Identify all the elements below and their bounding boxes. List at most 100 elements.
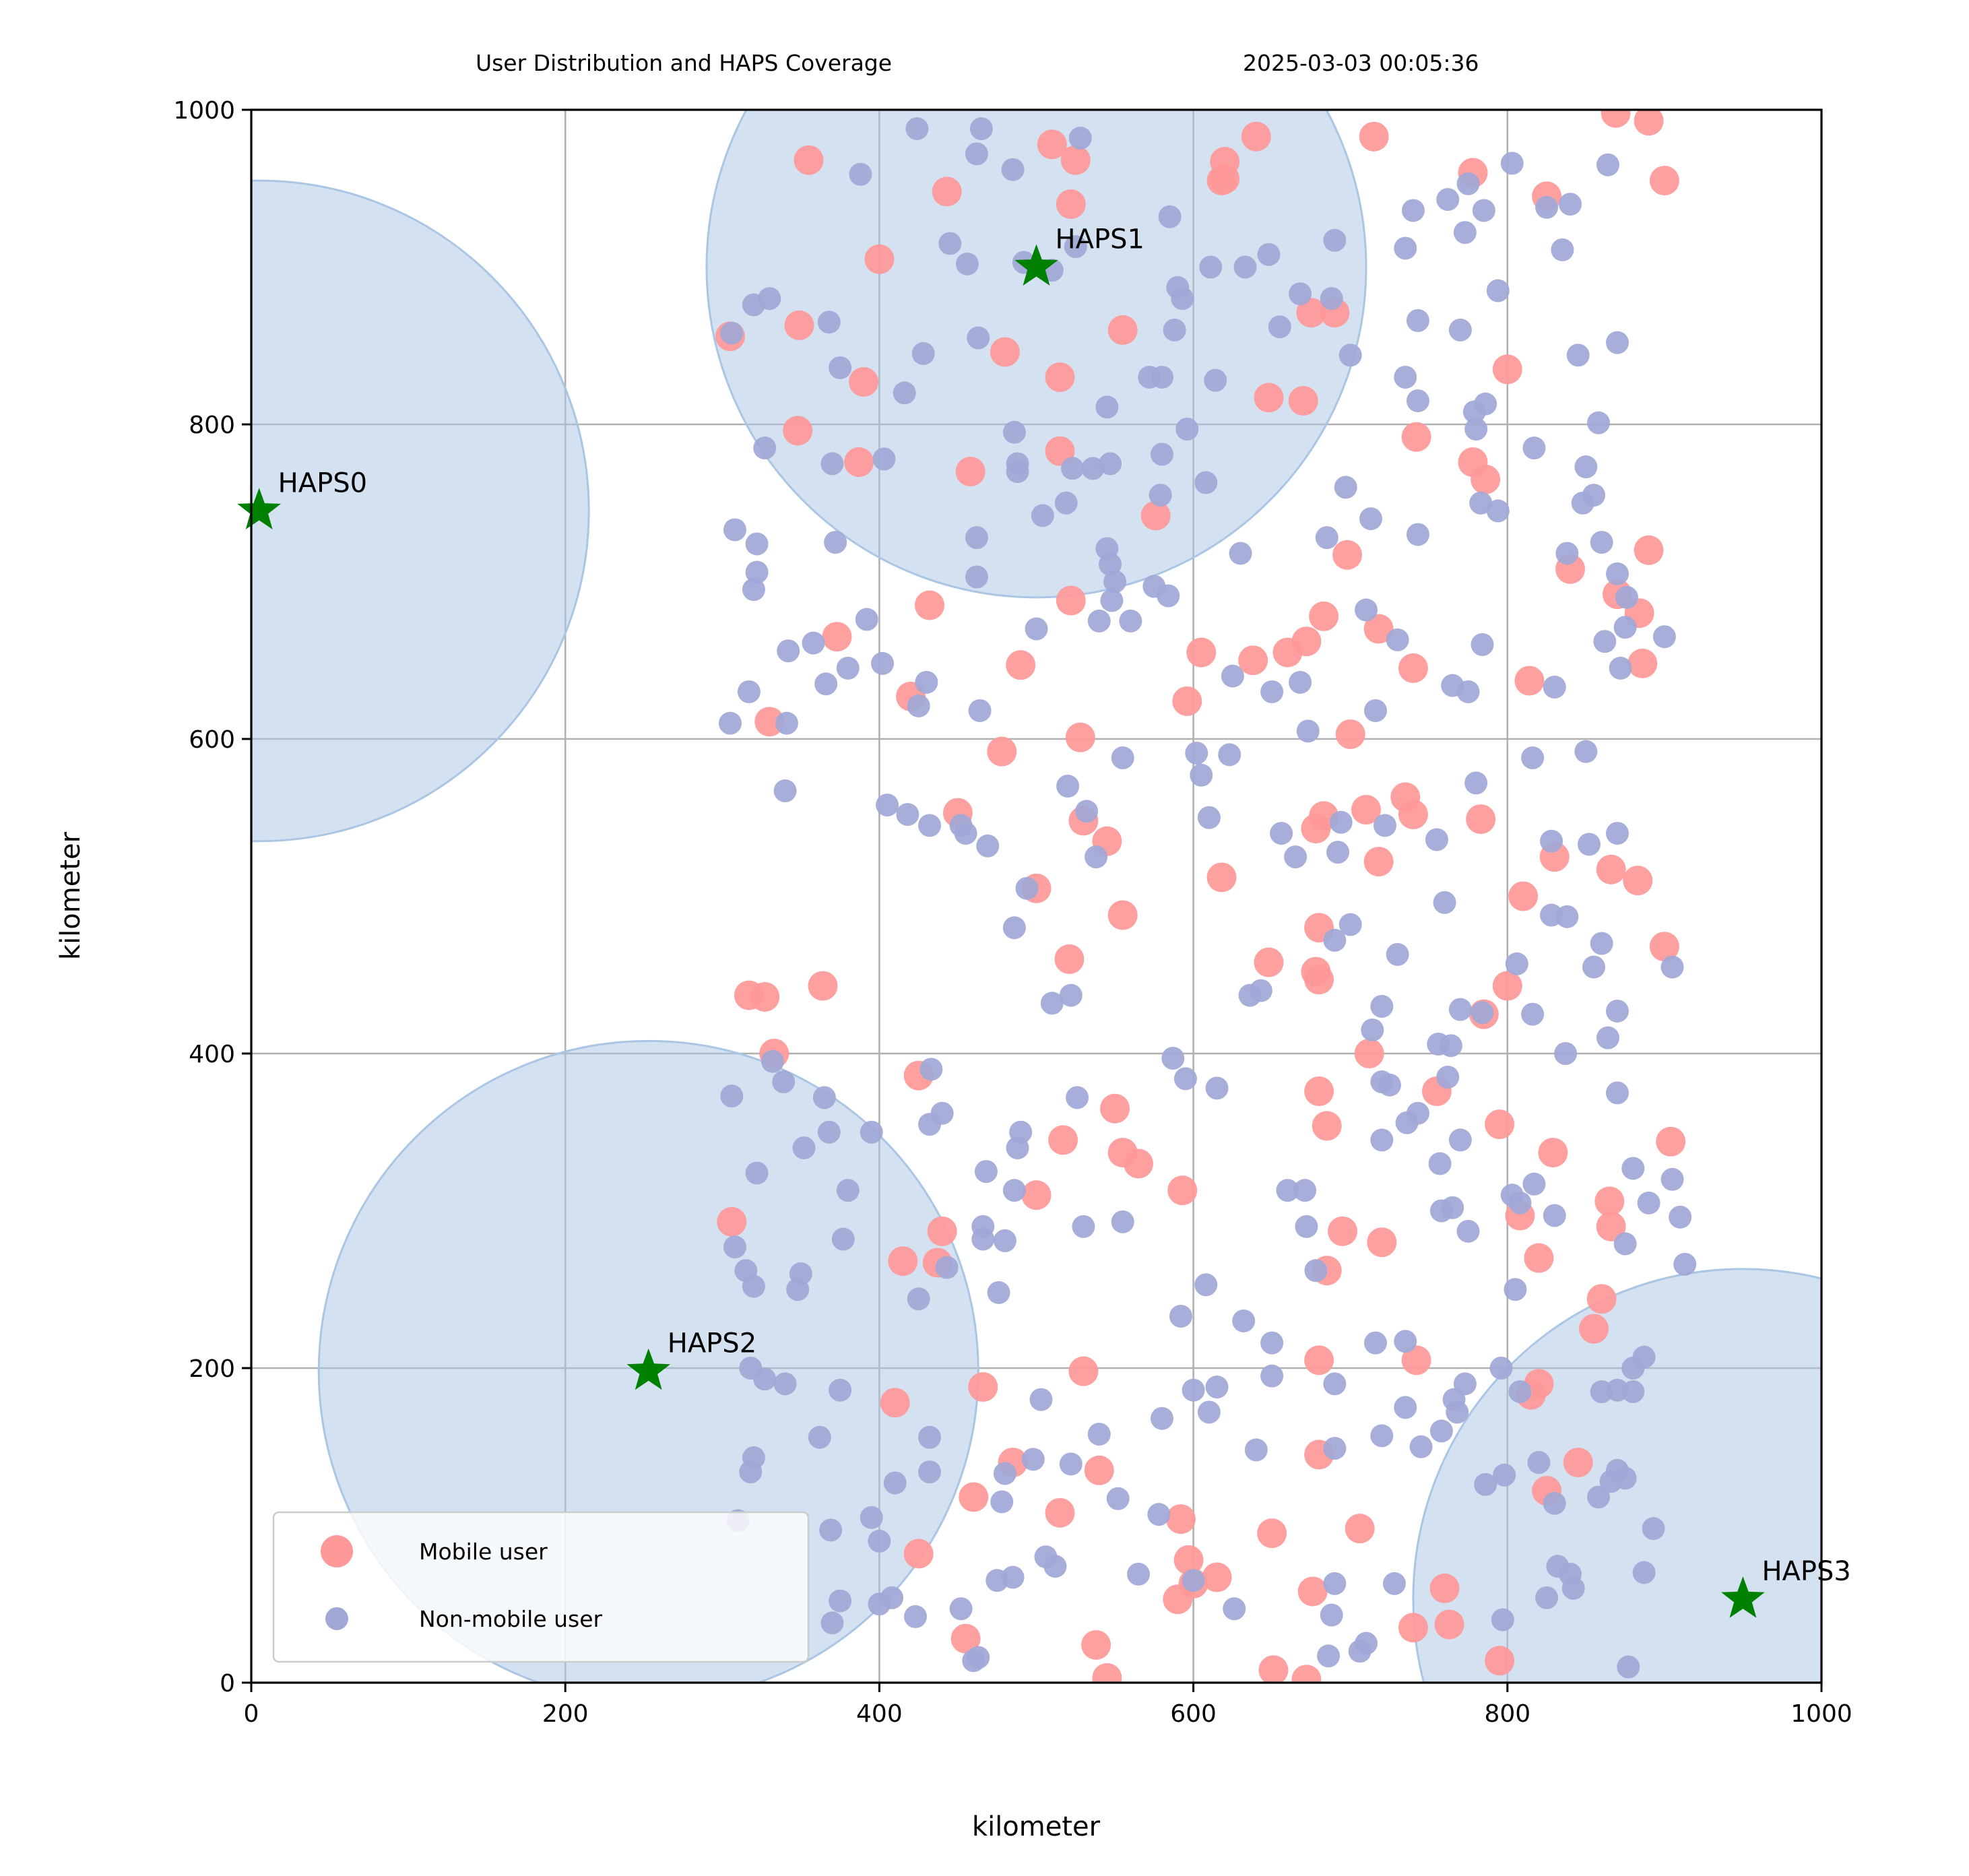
non-mobile-user-point	[1436, 1066, 1460, 1089]
haps-star-haps0	[237, 488, 281, 529]
mobile-user-point	[1335, 719, 1365, 749]
non-mobile-user-point	[1072, 1215, 1095, 1238]
x-axis-label: kilometer	[972, 1811, 1101, 1842]
non-mobile-user-point	[1464, 771, 1488, 795]
non-mobile-user-point	[1660, 955, 1684, 979]
non-mobile-user-point	[1320, 287, 1343, 311]
mobile-user-point	[794, 145, 824, 175]
non-mobile-user-point	[1474, 1473, 1497, 1496]
non-mobile-user-point	[1401, 199, 1425, 222]
non-mobile-user-point	[965, 565, 988, 589]
non-mobile-user-point	[1002, 916, 1026, 940]
non-mobile-user-point	[1002, 420, 1026, 444]
non-mobile-user-point	[1596, 1026, 1619, 1049]
non-mobile-user-point	[1394, 365, 1417, 389]
legend: Mobile user Non-mobile user	[272, 1511, 810, 1663]
mobile-user-point	[1332, 540, 1363, 570]
non-mobile-user-point	[1378, 1073, 1401, 1097]
mobile-user-point	[1258, 1655, 1289, 1683]
non-mobile-user-point	[1504, 1278, 1527, 1301]
non-mobile-user-point	[1500, 152, 1524, 175]
axis-ticks: 0 200 400 600 800 1000 0 200 400 600 800 1000	[173, 97, 1852, 1728]
non-mobile-user-point	[1119, 609, 1142, 633]
non-mobile-user-point	[893, 381, 916, 405]
mobile-user-point	[1021, 1180, 1052, 1210]
y-tick-label: 400	[189, 1041, 235, 1068]
non-mobile-user-point	[1232, 1309, 1256, 1332]
plot-frame	[250, 108, 1823, 1684]
non-mobile-user-point	[1605, 1081, 1629, 1105]
non-mobile-user-point	[1323, 228, 1347, 252]
y-tick-label: 800	[189, 412, 235, 439]
non-mobile-user-point	[1197, 1400, 1221, 1424]
non-mobile-user-point	[1578, 833, 1601, 856]
non-mobile-user-point	[777, 639, 800, 663]
x-tick-label: 0	[244, 1700, 259, 1728]
non-mobile-user-point	[1642, 1517, 1665, 1541]
non-mobile-user-point	[1068, 127, 1092, 150]
non-mobile-user-point	[1599, 1470, 1623, 1493]
non-mobile-user-point	[1147, 1503, 1171, 1526]
non-mobile-user-point	[761, 1049, 784, 1073]
non-mobile-user-point	[1289, 282, 1312, 306]
mobile-user-point	[1312, 1111, 1342, 1141]
non-mobile-user-point	[817, 311, 841, 334]
non-mobile-user-point	[1199, 255, 1223, 279]
mobile-user-point	[914, 590, 944, 620]
non-mobile-user-point	[1329, 810, 1353, 834]
non-mobile-user-point	[1637, 1191, 1660, 1215]
mobile-user-point	[1579, 1314, 1609, 1344]
non-mobile-user-point	[971, 1227, 995, 1251]
non-mobile-user-point	[1276, 1179, 1299, 1202]
non-mobile-user-point	[1001, 158, 1025, 181]
mobile-user-point	[1514, 666, 1545, 696]
non-mobile-user-point	[1040, 992, 1064, 1015]
mobile-user-point	[1563, 1448, 1593, 1478]
non-mobile-user-point	[1111, 1210, 1134, 1233]
mobile-user-point	[1485, 1646, 1515, 1676]
non-mobile-user-point	[1559, 193, 1582, 216]
non-mobile-user-point	[860, 1506, 883, 1529]
non-mobile-user-point	[745, 560, 769, 584]
mobile-user-point	[1084, 1455, 1114, 1485]
mobile-user-point	[1359, 121, 1389, 152]
mobile-user-point	[1401, 422, 1431, 452]
non-mobile-user-point	[1103, 570, 1127, 593]
mobile-user-point	[1649, 166, 1679, 196]
non-mobile-user-point	[836, 656, 860, 680]
non-mobile-user-point	[1061, 457, 1085, 480]
mobile-user-point	[1304, 1076, 1334, 1107]
non-mobile-user-point	[1474, 392, 1497, 416]
non-mobile-user-point	[1015, 876, 1039, 900]
mobile-user-point	[1508, 881, 1539, 911]
non-mobile-user-point	[1508, 1380, 1532, 1404]
mobile-user-point	[1398, 800, 1428, 830]
non-mobile-user-point	[836, 1179, 860, 1202]
mobile-user-point	[1309, 601, 1339, 631]
non-mobile-user-point	[720, 1085, 744, 1108]
non-mobile-user-point	[871, 651, 895, 675]
mobile-user-point	[1434, 1609, 1464, 1640]
non-mobile-user-point	[1613, 1232, 1637, 1256]
mobile-user-point	[1634, 535, 1664, 565]
non-mobile-user-point	[1605, 1378, 1629, 1402]
non-mobile-user-point	[739, 1357, 763, 1380]
non-mobile-user-point	[1406, 309, 1429, 332]
x-tick-label: 400	[856, 1700, 903, 1728]
non-mobile-user-point	[1111, 746, 1134, 770]
non-mobile-user-point	[1257, 242, 1281, 266]
mobile-user-point	[1291, 1664, 1322, 1683]
non-mobile-user-point	[824, 531, 847, 554]
mobile-user-point	[880, 1388, 910, 1418]
non-mobile-user-point	[1425, 828, 1448, 851]
non-mobile-user-point	[1596, 153, 1619, 176]
mobile-user-point	[987, 736, 1017, 767]
non-mobile-user-point	[1448, 998, 1472, 1021]
non-mobile-user-point	[1508, 1191, 1532, 1215]
non-mobile-user-point	[1521, 746, 1545, 770]
non-mobile-user-point	[1543, 1491, 1566, 1515]
non-mobile-user-point	[1370, 994, 1394, 1018]
haps-label-haps2: HAPS2	[668, 1328, 756, 1359]
non-mobile-user-point	[1006, 1136, 1029, 1160]
legend-mobile-marker	[321, 1535, 353, 1567]
